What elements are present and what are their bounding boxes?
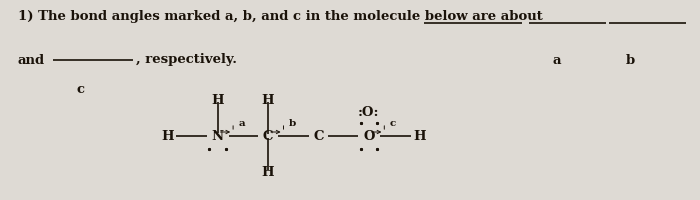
Text: H: H bbox=[413, 130, 426, 142]
Text: H: H bbox=[161, 130, 174, 142]
Text: b: b bbox=[625, 53, 635, 66]
Text: a: a bbox=[239, 118, 245, 128]
Text: c: c bbox=[390, 118, 396, 128]
Text: C: C bbox=[263, 130, 273, 142]
Text: c: c bbox=[76, 83, 85, 96]
Text: H: H bbox=[211, 94, 224, 106]
Text: and: and bbox=[18, 53, 45, 66]
Text: H: H bbox=[262, 166, 274, 178]
Text: O: O bbox=[363, 130, 374, 142]
Text: H: H bbox=[262, 94, 274, 106]
Text: :O:: :O: bbox=[358, 106, 379, 119]
Text: N: N bbox=[211, 130, 224, 142]
Text: , respectively.: , respectively. bbox=[136, 53, 237, 66]
Text: b: b bbox=[289, 118, 296, 128]
Text: C: C bbox=[314, 130, 323, 142]
Text: 1) The bond angles marked a, b, and c in the molecule below are about: 1) The bond angles marked a, b, and c in… bbox=[18, 10, 542, 23]
Text: a: a bbox=[552, 53, 561, 66]
